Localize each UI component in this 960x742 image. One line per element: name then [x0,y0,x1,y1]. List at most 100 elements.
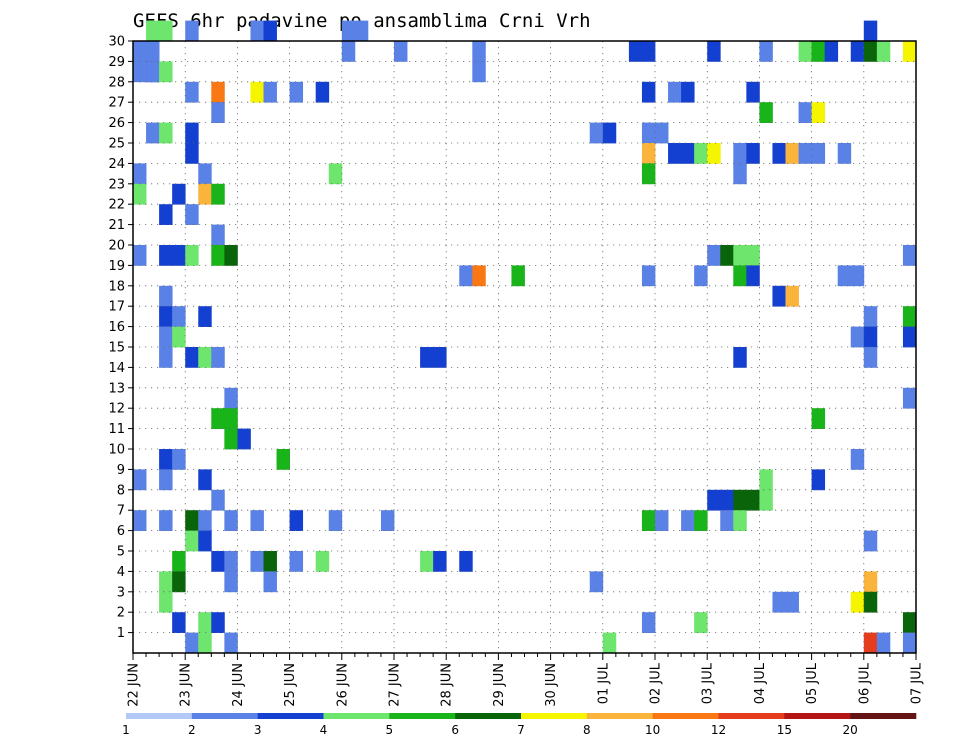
heatmap-cell [315,81,330,103]
heatmap-cell [159,469,173,491]
heatmap-cell [876,41,891,62]
heatmap-cell [785,143,799,164]
heatmap-cell [733,143,747,164]
heatmap-cell [211,183,225,205]
heatmap-cell [146,61,160,83]
heatmap-cell [641,41,656,62]
y-tick-label: 11 [108,422,125,437]
heatmap-cell [746,143,760,164]
y-tick-label: 30 [108,35,125,50]
heatmap-cell [133,61,147,83]
heatmap-cell [328,163,343,185]
y-tick-label: 14 [108,361,125,376]
heatmap-cell [837,265,852,287]
heatmap-cell [420,551,434,572]
heatmap-cell [863,530,878,552]
heatmap-cell [902,612,917,633]
x-tick-label: 24 JUN [231,663,246,707]
heatmap-cell [133,41,147,62]
heatmap-cell [172,571,186,593]
heatmap-cell [211,224,225,246]
grid-lines [133,41,916,653]
heatmap-cell [133,510,147,531]
heatmap-cell [707,41,721,62]
heatmap-cell [185,143,199,164]
colorbar-swatch [850,713,917,719]
y-tick-label: 25 [108,137,125,152]
heatmap-cell [472,41,486,62]
heatmap-cell [733,347,747,368]
heatmap-cell [172,183,186,205]
heatmap-cell [863,41,878,62]
heatmap-cell [276,449,290,470]
y-tick-label: 26 [108,116,125,131]
colorbar-label: 2 [188,723,196,737]
heatmap-cell [237,428,251,450]
heatmap-cell [811,408,826,429]
y-tick-label: 16 [108,320,125,335]
heatmap-cell [641,612,656,633]
heatmap-cell [863,306,878,327]
heatmap-cell [772,285,786,307]
y-tick-label: 17 [108,300,125,315]
heatmap-cell [250,510,264,531]
x-tick-label: 27 JUN [388,663,403,707]
heatmap-cell [224,245,238,266]
heatmap-cell [628,41,643,62]
heatmap-cell [459,551,473,572]
heatmap-cell [159,122,173,144]
heatmap-cell [198,163,212,185]
heatmap-cell [159,510,173,531]
heatmap-cell [198,306,212,327]
heatmap-cell [746,245,760,266]
colorbar-label: 15 [777,723,792,737]
heatmap-cell [902,326,917,348]
heatmap-cell [224,551,238,572]
heatmap-cell [224,408,238,429]
x-tick-label: 22 JUN [127,663,142,707]
heatmap-cell [759,489,773,511]
y-tick-label: 24 [108,157,125,172]
heatmap-cell [707,245,721,266]
heatmap-cell [263,20,277,42]
heatmap-cell [159,326,173,348]
heatmap-cell [211,612,225,633]
heatmap-cell [602,122,617,144]
heatmap-cell [589,122,604,144]
heatmap-cell [641,163,656,185]
heatmap-cell [394,41,408,62]
x-tick-label: 23 JUN [179,663,194,707]
heatmap-cell [641,265,656,287]
heatmap-cell [863,20,878,42]
heatmap-cell [289,510,304,531]
x-tick-label: 28 JUN [440,663,455,707]
heatmap-cell [459,265,473,287]
heatmap-cell [433,347,447,368]
y-tick-label: 4 [117,565,125,580]
colorbar-swatch [191,713,258,719]
heatmap-cell [850,41,865,62]
x-tick-label: 30 JUN [544,663,559,707]
y-tick-label: 29 [108,55,125,70]
heatmap-cell [341,41,356,62]
y-tick-label: 6 [117,524,125,539]
heatmap-cell [328,510,343,531]
y-tick-label: 12 [108,402,125,417]
heatmap-cell [250,81,264,103]
colorbar-swatch [323,713,390,719]
heatmap-cell [850,326,865,348]
heatmap-cell [133,469,147,491]
colorbar-label: 8 [583,723,591,737]
heatmap-cell [159,571,173,593]
heatmap-cell [720,245,734,266]
x-axis: 22 JUN 23 JUN 24 JUN 25 JUN 26 JUN 27 JUN 28 J… [127,653,925,707]
heatmap-cell [263,571,277,593]
heatmap-cell [172,245,186,266]
heatmap-cell [707,489,721,511]
heatmap-cell [511,265,525,287]
heatmap-cell [198,469,212,491]
heatmap-cell [863,632,878,654]
x-tick-label: 06 JUL [857,662,872,704]
heatmap-cell [224,632,238,654]
heatmap-cell [198,612,212,633]
